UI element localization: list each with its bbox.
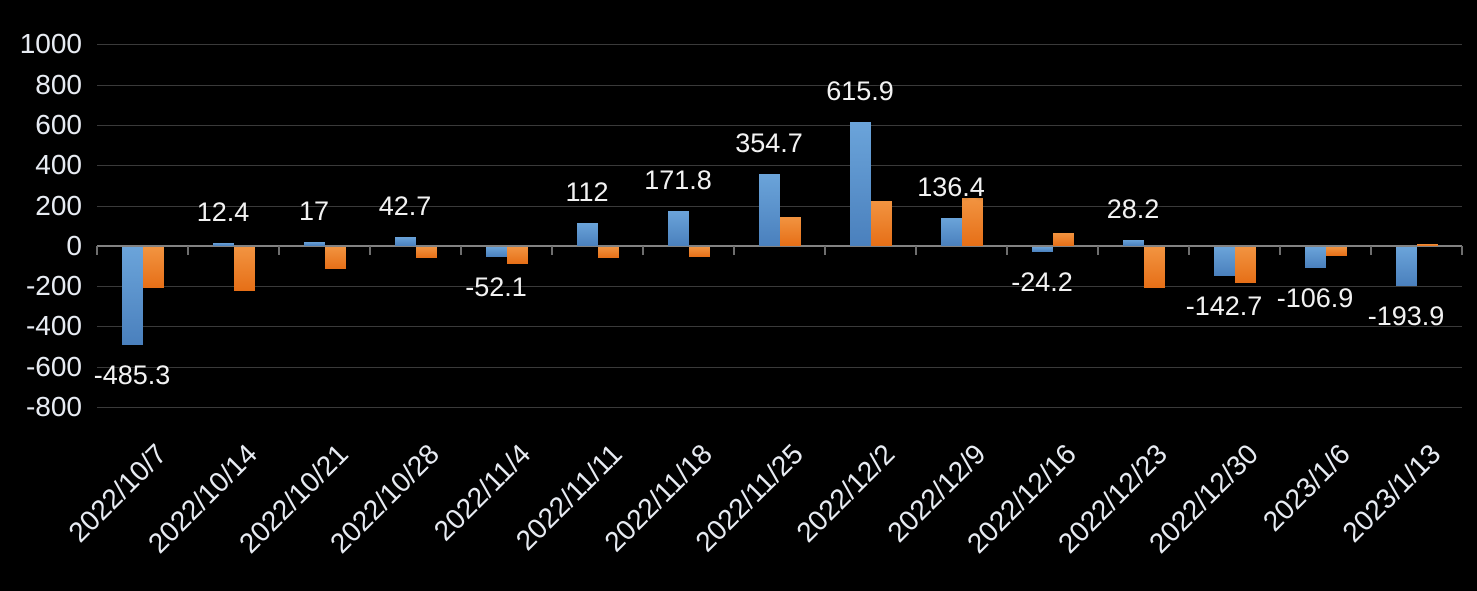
x-axis-tick	[369, 245, 371, 255]
gridline	[97, 407, 1462, 408]
data-label: 136.4	[917, 172, 985, 203]
y-axis-tick-label: 200	[35, 189, 82, 221]
y-axis-tick-label: 400	[35, 149, 82, 181]
y-axis-tick-label: -400	[25, 310, 82, 342]
gridline	[97, 366, 1462, 368]
y-axis-tick-label: 1000	[19, 28, 82, 60]
x-axis-tick	[551, 245, 553, 255]
bar-orange-series-2022/12/9[interactable]	[961, 197, 983, 246]
x-axis-tick	[1279, 245, 1281, 255]
data-label: 615.9	[826, 75, 894, 106]
x-axis-tick	[824, 245, 826, 255]
data-label: -106.9	[1276, 283, 1354, 314]
y-axis-tick-label: -200	[25, 270, 82, 302]
bar-orange-series-2022/11/18[interactable]	[688, 246, 710, 257]
x-axis-tick	[278, 245, 280, 255]
bar-blue-series-2022/10/14[interactable]	[212, 243, 234, 246]
bar-orange-series-2022/10/21[interactable]	[324, 246, 346, 269]
bar-orange-series-2022/12/16[interactable]	[1052, 232, 1074, 246]
data-label: -52.1	[465, 272, 527, 303]
gridline	[97, 165, 1462, 167]
gridline	[97, 84, 1462, 86]
data-label: -193.9	[1367, 300, 1445, 331]
bar-orange-series-2022/11/11[interactable]	[597, 246, 619, 258]
gridline	[97, 124, 1462, 126]
bar-orange-series-2022/10/14[interactable]	[233, 246, 255, 292]
gridline	[97, 44, 1462, 46]
bar-blue-series-2022/12/2[interactable]	[849, 121, 871, 246]
gridline	[97, 326, 1462, 328]
y-axis-tick-label: -600	[25, 350, 82, 382]
y-axis-tick-label: 800	[35, 68, 82, 100]
x-axis-line	[97, 244, 1462, 247]
x-axis-tick	[915, 245, 917, 255]
bar-blue-series-2022/12/30[interactable]	[1213, 246, 1235, 276]
bar-blue-series-2022/12/23[interactable]	[1122, 240, 1144, 246]
bar-blue-series-2023/1/13[interactable]	[1395, 246, 1417, 286]
bar-orange-series-2022/11/4[interactable]	[506, 246, 528, 264]
bar-blue-series-2022/12/9[interactable]	[940, 218, 962, 246]
data-label: 354.7	[735, 128, 803, 159]
data-label: 12.4	[196, 197, 250, 228]
x-axis-category-label: 2023/1/13	[1336, 438, 1447, 549]
bar-orange-series-2022/12/23[interactable]	[1143, 246, 1165, 289]
bar-orange-series-2023/1/13[interactable]	[1416, 243, 1438, 246]
x-axis-tick	[460, 245, 462, 255]
x-axis-tick	[733, 245, 735, 255]
bar-orange-series-2022/12/30[interactable]	[1234, 246, 1256, 284]
x-axis-tick	[642, 245, 644, 255]
y-axis-tick-label: -800	[25, 391, 82, 422]
data-label: -485.3	[93, 359, 171, 390]
bar-blue-series-2022/11/4[interactable]	[485, 246, 507, 258]
x-axis-tick	[1006, 245, 1008, 255]
x-axis-tick	[1370, 245, 1372, 255]
x-axis-tick	[1461, 245, 1463, 255]
gridline	[97, 286, 1462, 288]
y-axis-tick-label: 600	[35, 108, 82, 140]
bar-blue-series-2023/1/6[interactable]	[1304, 246, 1326, 269]
bar-blue-series-2022/11/18[interactable]	[667, 211, 689, 246]
gridline	[97, 205, 1462, 207]
data-label: 112	[565, 177, 609, 208]
bar-orange-series-2022/10/28[interactable]	[415, 246, 437, 258]
bar-blue-series-2022/11/25[interactable]	[758, 174, 780, 246]
data-label: -24.2	[1011, 266, 1073, 297]
bar-blue-series-2022/10/7[interactable]	[121, 246, 143, 345]
bar-orange-series-2022/10/7[interactable]	[142, 246, 164, 289]
bar-blue-series-2022/10/28[interactable]	[394, 237, 416, 246]
data-label: 28.2	[1106, 194, 1160, 225]
bar-blue-series-2022/10/21[interactable]	[303, 242, 325, 246]
bar-orange-series-2022/12/2[interactable]	[870, 201, 892, 246]
bar-blue-series-2022/12/16[interactable]	[1031, 246, 1053, 252]
x-axis-tick	[187, 245, 189, 255]
data-label: 17	[298, 196, 330, 227]
x-axis-tick	[1188, 245, 1190, 255]
bar-blue-series-2022/11/11[interactable]	[576, 223, 598, 246]
bar-orange-series-2023/1/6[interactable]	[1325, 246, 1347, 256]
bar-orange-series-2022/11/25[interactable]	[779, 216, 801, 246]
x-axis-category-label: 2022/12/2	[790, 438, 901, 549]
data-label: 171.8	[644, 165, 712, 196]
x-axis-tick	[1097, 245, 1099, 255]
x-axis-tick	[96, 245, 98, 255]
y-axis-tick-label: 0	[66, 229, 82, 261]
data-label: -142.7	[1185, 290, 1263, 321]
data-label: 42.7	[378, 191, 432, 222]
